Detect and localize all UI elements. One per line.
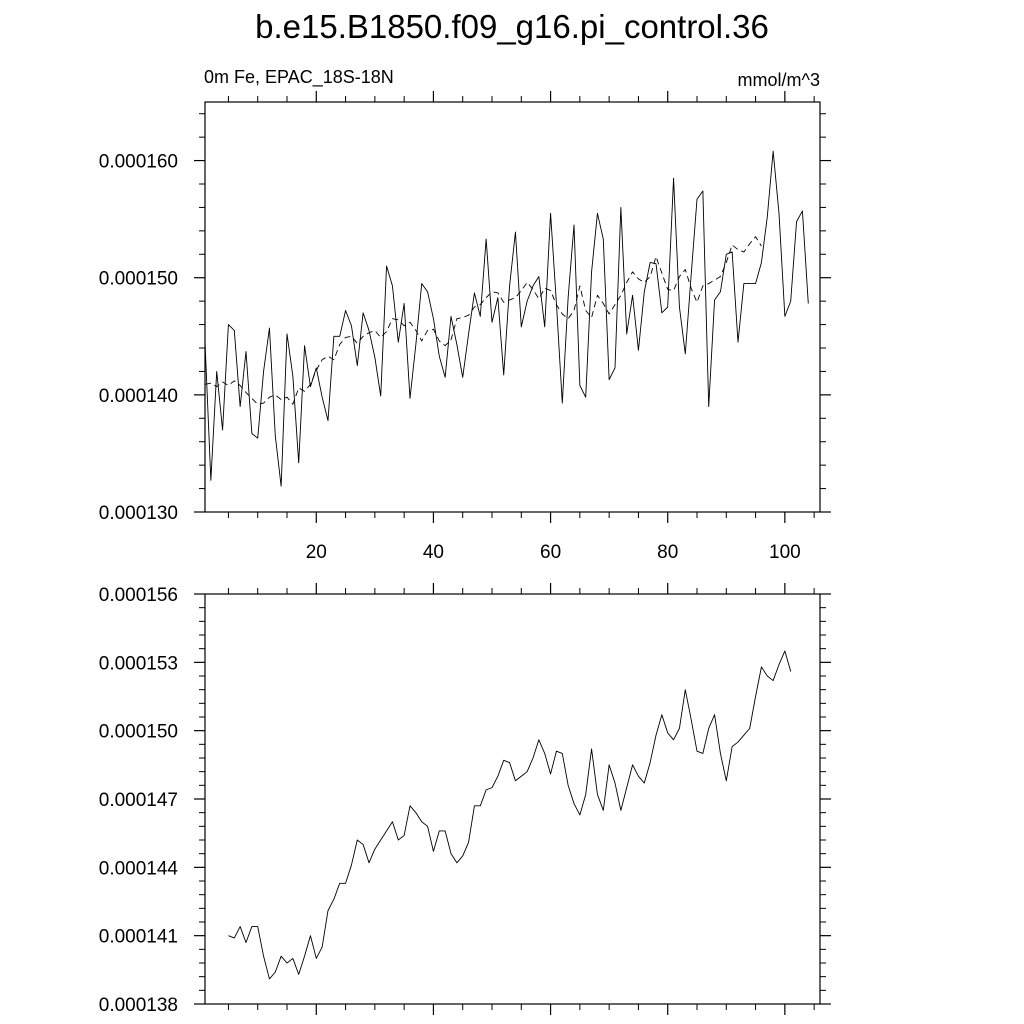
top-x-tick-label: 80 — [657, 542, 678, 563]
bottom-y-tick-label: 0.000156 — [99, 585, 178, 606]
top-series-solid-line — [205, 151, 808, 486]
bottom-y-tick-label: 0.000144 — [99, 858, 179, 879]
top-series-dashed-line — [205, 237, 761, 405]
top-x-tick-label: 40 — [423, 542, 444, 563]
top-y-tick-label: 0.000150 — [99, 269, 178, 290]
bottom-plot-lines — [228, 651, 790, 979]
top-y-tick-label: 0.000140 — [99, 386, 178, 407]
top-right-units-label: mmol/m^3 — [738, 70, 820, 90]
top-plot-frame — [205, 102, 820, 512]
top-axis-ticks: 20 40 60 80 100 0.000130 0.000140 0.000150 0.000… — [99, 91, 831, 563]
top-y-tick-label: 0.000160 — [99, 152, 178, 173]
bottom-series-solid-line — [228, 651, 790, 979]
top-plot-lines — [205, 151, 808, 486]
chart-title: b.e15.B1850.f09_g16.pi_control.36 — [255, 8, 769, 45]
bottom-y-tick-label: 0.000147 — [99, 790, 178, 811]
bottom-y-tick-label: 0.000153 — [99, 653, 178, 674]
bottom-panel: 0.000138 0.000141 0.000144 0.000147 0.000150… — [99, 583, 831, 1016]
bottom-y-tick-label: 0.000150 — [99, 722, 178, 743]
bottom-axis-ticks: 0.000138 0.000141 0.000144 0.000147 0.000150… — [99, 583, 831, 1016]
top-x-tick-label: 100 — [769, 542, 801, 563]
top-x-tick-label: 20 — [306, 542, 327, 563]
top-x-tick-label: 60 — [540, 542, 561, 563]
top-left-label: 0m Fe, EPAC_18S-18N — [204, 67, 394, 88]
bottom-plot-frame — [205, 594, 820, 1004]
bottom-y-tick-label: 0.000141 — [99, 927, 178, 948]
top-panel: 0m Fe, EPAC_18S-18N mmol/m^3 20 40 60 80 100… — [99, 67, 831, 563]
top-y-tick-label: 0.000130 — [99, 503, 178, 524]
bottom-y-tick-label: 0.000138 — [99, 995, 178, 1016]
